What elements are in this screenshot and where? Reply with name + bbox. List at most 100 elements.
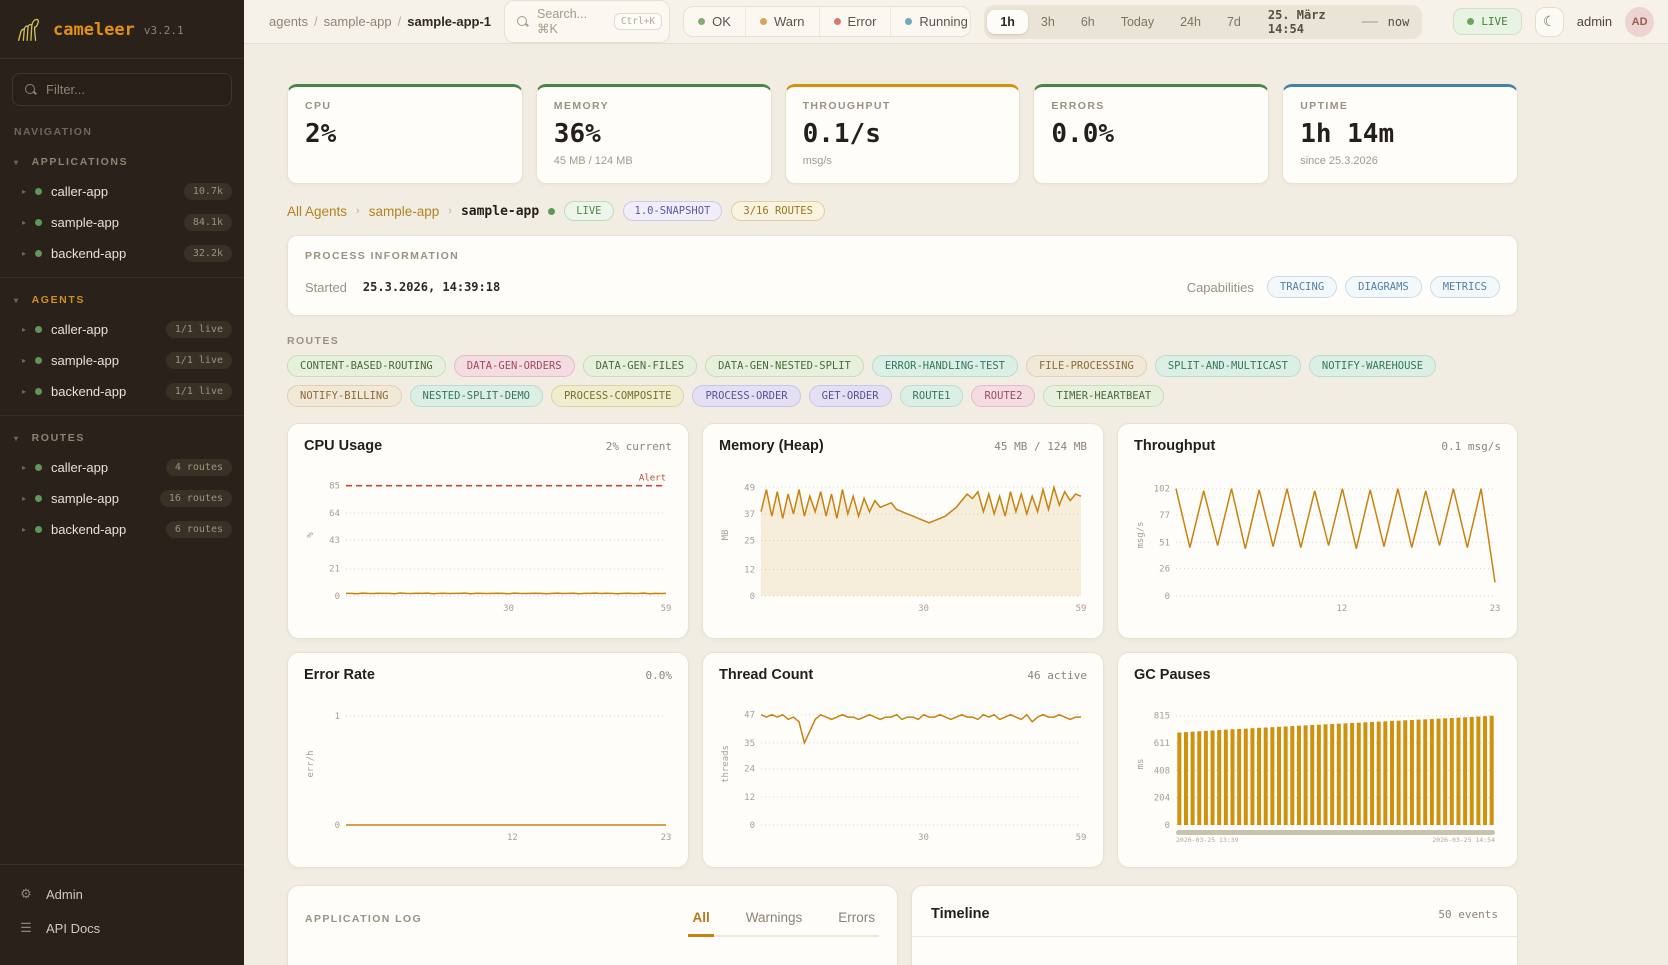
route-chip-notify-warehouse[interactable]: NOTIFY-WAREHOUSE bbox=[1308, 355, 1437, 377]
footer-item-admin[interactable]: ⚙ Admin bbox=[0, 877, 244, 911]
sidebar-item-caller-app[interactable]: ▸ caller-app 1/1 live bbox=[0, 314, 244, 345]
time-range-end[interactable]: now bbox=[1387, 14, 1410, 29]
process-info-title: PROCESS INFORMATION bbox=[305, 250, 460, 262]
status-filter-group: OK Warn Error Running bbox=[683, 6, 972, 37]
time-range-7d[interactable]: 7d bbox=[1226, 14, 1241, 29]
filter-input[interactable]: Filter... bbox=[12, 73, 232, 106]
caret-icon: ▾ bbox=[14, 295, 20, 305]
sidebar-footer: ⚙ Admin ☰ API Docs bbox=[0, 864, 244, 965]
status-filter-error[interactable]: Error bbox=[818, 7, 891, 36]
search-input[interactable]: Search... ⌘K Ctrl+K bbox=[504, 0, 671, 43]
time-range-1h[interactable]: 1h bbox=[987, 9, 1028, 34]
time-range-separator: — bbox=[1361, 12, 1378, 30]
kpi-label: MEMORY bbox=[553, 100, 610, 112]
sidebar-section-routes: ▾ ROUTES ▸ caller-app 4 routes ▸ sample-app 16 … bbox=[0, 415, 244, 553]
status-filter-ok[interactable]: OK bbox=[684, 7, 745, 36]
chart-card-throughput: Throughput 0.1 msg/s 102 77 51 26 0 msg/s 12 23 bbox=[1117, 423, 1518, 639]
svg-text:204: 204 bbox=[1154, 794, 1170, 804]
status-dot-icon bbox=[35, 250, 43, 257]
status-filter-running[interactable]: Running bbox=[890, 7, 970, 36]
chart-plot-gc: 815 611 408 204 0 ms 2026-03-25 13:39 2026-03-2… bbox=[1134, 689, 1501, 847]
kpi-card-errors: ERRORS 0.0% bbox=[1033, 84, 1270, 184]
status-dot-icon bbox=[698, 18, 706, 25]
agent-link-all-agents[interactable]: All Agents bbox=[287, 203, 348, 219]
avatar[interactable]: AD bbox=[1625, 6, 1654, 37]
route-chip-nested-split-demo[interactable]: NESTED-SPLIT-DEMO bbox=[409, 385, 543, 407]
route-chip-content-based-routing[interactable]: CONTENT-BASED-ROUTING bbox=[287, 355, 446, 377]
time-range-3h[interactable]: 3h bbox=[1040, 14, 1055, 29]
svg-text:0: 0 bbox=[1165, 592, 1170, 602]
route-chip-route1[interactable]: ROUTE1 bbox=[899, 385, 964, 407]
sidebar-item-sample-app[interactable]: ▸ sample-app 84.1k bbox=[0, 207, 244, 238]
section-label: ROUTES bbox=[31, 432, 85, 444]
nav-label: NAVIGATION bbox=[14, 126, 93, 138]
capability-badge-diagrams: DIAGRAMS bbox=[1345, 276, 1422, 298]
status-dot-icon bbox=[35, 357, 43, 364]
chevron-right-icon: ▸ bbox=[22, 218, 27, 227]
time-range-start[interactable]: 25. März 14:54 bbox=[1267, 7, 1326, 36]
time-range-today[interactable]: Today bbox=[1120, 14, 1155, 29]
log-tab-errors[interactable]: Errors bbox=[838, 910, 875, 925]
time-range-6h[interactable]: 6h bbox=[1080, 14, 1095, 29]
breadcrumb-agents[interactable]: agents bbox=[269, 14, 309, 29]
svg-text:51: 51 bbox=[1159, 538, 1170, 548]
section-header-routes[interactable]: ▾ ROUTES bbox=[0, 426, 244, 452]
sidebar-item-sample-app[interactable]: ▸ sample-app 16 routes bbox=[0, 483, 244, 514]
log-tab-all[interactable]: All bbox=[688, 910, 714, 937]
route-chip-split-and-multicast[interactable]: SPLIT-AND-MULTICAST bbox=[1154, 355, 1301, 377]
breadcrumb-sample-app-1[interactable]: sample-app-1 bbox=[407, 14, 492, 29]
route-chip-timer-heartbeat[interactable]: TIMER-HEARTBEAT bbox=[1043, 385, 1165, 407]
svg-text:43: 43 bbox=[329, 536, 340, 546]
section-header-agents[interactable]: ▾ AGENTS bbox=[0, 288, 244, 314]
sidebar-item-backend-app[interactable]: ▸ backend-app 1/1 live bbox=[0, 376, 244, 407]
breadcrumb-sample-app[interactable]: sample-app bbox=[323, 14, 392, 29]
chart-card-cpu: CPU Usage 2% current 85 64 43 21 0% Alert 30 59 bbox=[287, 423, 689, 639]
section-header-applications[interactable]: ▾ APPLICATIONS bbox=[0, 150, 244, 176]
svg-text:12: 12 bbox=[1336, 604, 1347, 614]
sidebar-item-label: sample-app bbox=[51, 353, 119, 368]
time-range-24h[interactable]: 24h bbox=[1180, 14, 1201, 29]
route-chip-process-composite[interactable]: PROCESS-COMPOSITE bbox=[550, 385, 685, 407]
footer-item-api-docs[interactable]: ☰ API Docs bbox=[0, 911, 244, 945]
timeline-panel: Timeline 50 events bbox=[911, 885, 1518, 965]
status-dot-icon bbox=[905, 18, 913, 25]
log-tab-warnings[interactable]: Warnings bbox=[745, 910, 803, 925]
live-badge[interactable]: LIVE bbox=[1453, 8, 1522, 35]
sidebar-item-badge: 1/1 live bbox=[165, 383, 232, 400]
svg-text:815: 815 bbox=[1154, 712, 1170, 722]
kpi-value: 1h 14m bbox=[1300, 119, 1395, 149]
route-chip-data-gen-orders[interactable]: DATA-GEN-ORDERS bbox=[453, 355, 575, 377]
log-tabs: All Warnings Errors bbox=[688, 910, 879, 937]
breadcrumb-separator: / bbox=[397, 14, 402, 29]
sidebar-item-sample-app[interactable]: ▸ sample-app 1/1 live bbox=[0, 345, 244, 376]
route-chip-error-handling-test[interactable]: ERROR-HANDLING-TEST bbox=[871, 355, 1018, 377]
svg-text:0: 0 bbox=[1165, 821, 1170, 831]
sidebar-item-badge: 1/1 live bbox=[165, 321, 232, 338]
agent-link-sample-app[interactable]: sample-app bbox=[368, 203, 440, 219]
status-filter-label: Running bbox=[919, 14, 968, 29]
svg-text:%: % bbox=[306, 532, 316, 538]
svg-text:21: 21 bbox=[329, 565, 340, 575]
route-chip-file-processing[interactable]: FILE-PROCESSING bbox=[1025, 355, 1147, 377]
sidebar-item-backend-app[interactable]: ▸ backend-app 6 routes bbox=[0, 514, 244, 545]
sidebar-item-backend-app[interactable]: ▸ backend-app 32.2k bbox=[0, 238, 244, 269]
sidebar-item-caller-app[interactable]: ▸ caller-app 10.7k bbox=[0, 176, 244, 207]
svg-text:26: 26 bbox=[1159, 565, 1170, 575]
sidebar-item-caller-app[interactable]: ▸ caller-app 4 routes bbox=[0, 452, 244, 483]
route-chip-data-gen-files[interactable]: DATA-GEN-FILES bbox=[582, 355, 698, 377]
route-chip-data-gen-nested-split[interactable]: DATA-GEN-NESTED-SPLIT bbox=[705, 355, 864, 377]
status-dot-icon bbox=[35, 326, 43, 333]
route-chip-notify-billing[interactable]: NOTIFY-BILLING bbox=[287, 385, 402, 407]
route-chip-get-order[interactable]: GET-ORDER bbox=[808, 385, 892, 407]
svg-text:64: 64 bbox=[329, 509, 340, 519]
timeline-event-count: 50 events bbox=[1438, 908, 1498, 921]
theme-toggle-button[interactable]: ☾ bbox=[1534, 6, 1564, 37]
route-chip-route2[interactable]: ROUTE2 bbox=[971, 385, 1036, 407]
search-placeholder: Search... ⌘K bbox=[537, 7, 588, 36]
svg-text:25: 25 bbox=[744, 537, 755, 547]
svg-text:threads: threads bbox=[721, 745, 731, 783]
svg-text:49: 49 bbox=[744, 483, 755, 493]
status-filter-warn[interactable]: Warn bbox=[744, 7, 819, 36]
chart-plot-threads: 47 35 24 12 0 threads 30 59 bbox=[719, 689, 1087, 847]
route-chip-process-order[interactable]: PROCESS-ORDER bbox=[692, 385, 801, 407]
